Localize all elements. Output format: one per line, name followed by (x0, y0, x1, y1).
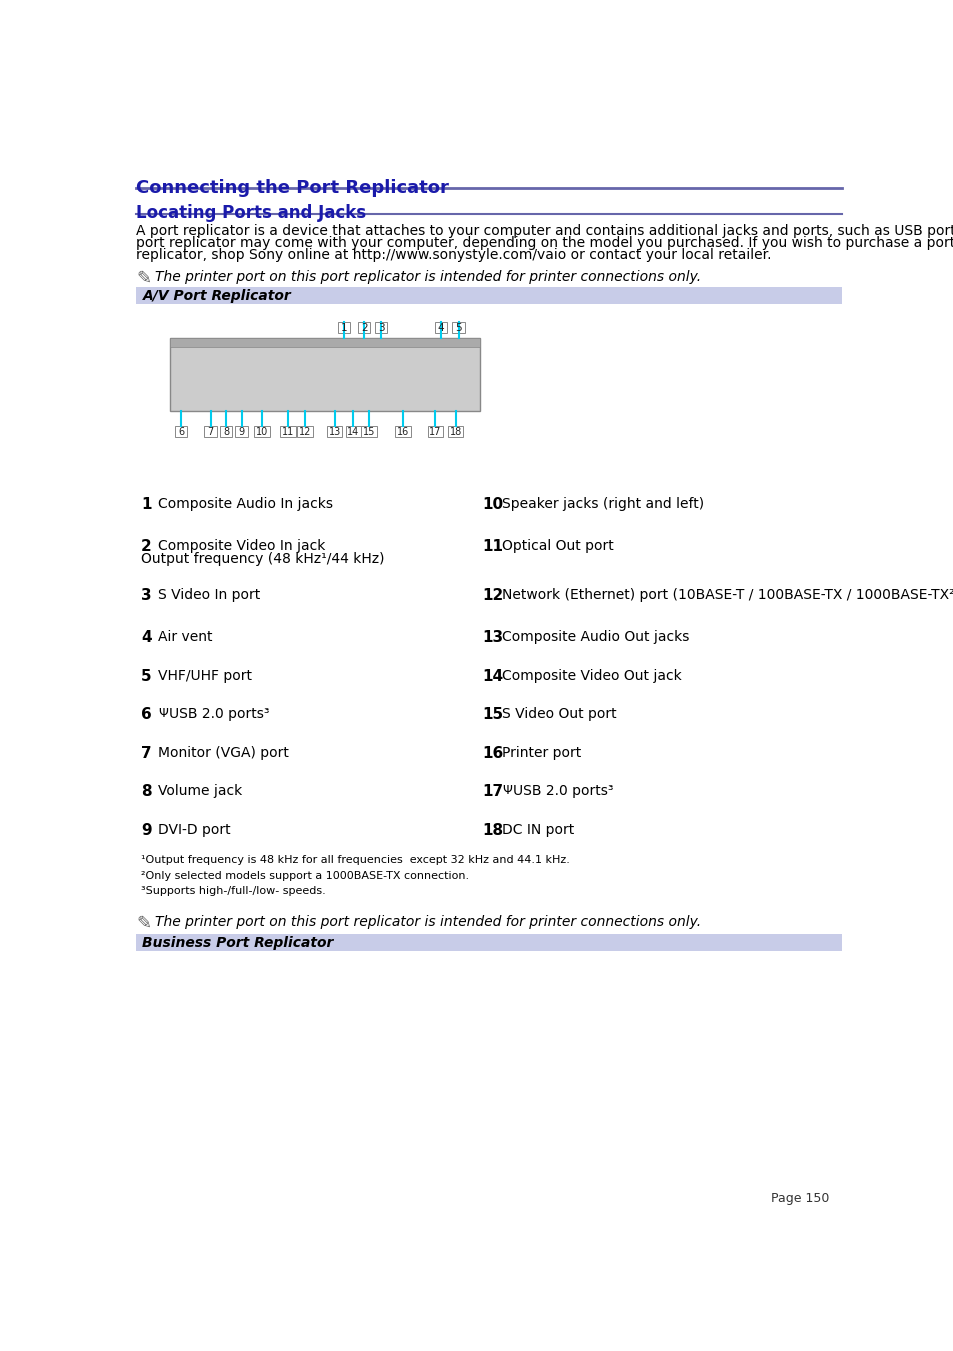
Text: Composite Audio Out jacks: Composite Audio Out jacks (501, 631, 689, 644)
Text: replicator, shop Sony online at http://www.sonystyle.com/vaio or contact your lo: replicator, shop Sony online at http://w… (136, 249, 771, 262)
Bar (235, 426, 248, 436)
Bar (357, 323, 370, 334)
Text: Network (Ethernet) port (10BASE-T / 100BASE-TX / 1000BASE-TX²): Network (Ethernet) port (10BASE-T / 100B… (501, 588, 953, 603)
Text: DVI-D port: DVI-D port (158, 823, 231, 836)
Text: Monitor (VGA) port: Monitor (VGA) port (158, 746, 289, 759)
Bar (170, 338, 479, 411)
Text: ²Only selected models support a 1000BASE-TX connection.: ²Only selected models support a 1000BASE… (141, 870, 469, 881)
Bar (435, 323, 447, 334)
Bar (253, 426, 270, 436)
Text: 12: 12 (481, 588, 502, 603)
Text: Output frequency (48 kHz¹/44 kHz): Output frequency (48 kHz¹/44 kHz) (141, 551, 384, 566)
Text: 7: 7 (208, 427, 213, 436)
Bar (136, 286, 841, 304)
Text: 13: 13 (481, 631, 502, 646)
Text: Composite Audio In jacks: Composite Audio In jacks (158, 497, 333, 511)
Text: Business Port Replicator: Business Port Replicator (142, 936, 334, 950)
Text: ✎: ✎ (136, 270, 152, 288)
Text: 1: 1 (340, 323, 347, 332)
Bar (174, 426, 187, 436)
Bar (345, 426, 360, 436)
Text: USB 2.0 ports³: USB 2.0 ports³ (513, 785, 613, 798)
Bar (297, 426, 313, 436)
Text: 3: 3 (377, 323, 384, 332)
Bar (220, 426, 233, 436)
Text: Page 150: Page 150 (770, 1193, 828, 1205)
Text: 17: 17 (429, 427, 441, 436)
Bar (447, 426, 463, 436)
Text: Printer port: Printer port (501, 746, 580, 759)
Text: 12: 12 (298, 427, 311, 436)
Text: ³Supports high-/full-/low- speeds.: ³Supports high-/full-/low- speeds. (141, 886, 325, 896)
Text: 5: 5 (455, 323, 461, 332)
Text: ¹Output frequency is 48 kHz for all frequencies  except 32 kHz and 44.1 kHz.: ¹Output frequency is 48 kHz for all freq… (141, 855, 569, 865)
Text: 10: 10 (481, 497, 502, 512)
Bar (204, 426, 216, 436)
Text: S Video In port: S Video In port (158, 588, 260, 603)
Text: Volume jack: Volume jack (158, 785, 242, 798)
Text: 8: 8 (141, 785, 152, 800)
Text: 15: 15 (362, 427, 375, 436)
Bar (360, 426, 376, 436)
Text: 9: 9 (238, 427, 245, 436)
Text: 16: 16 (481, 746, 502, 761)
Text: Composite Video In jack: Composite Video In jack (158, 539, 325, 554)
Text: 14: 14 (481, 669, 502, 684)
Text: 18: 18 (449, 427, 461, 436)
Bar (395, 426, 410, 436)
Text: VHF/UHF port: VHF/UHF port (158, 669, 252, 682)
Text: Connecting the Port Replicator: Connecting the Port Replicator (136, 180, 449, 197)
Text: 8: 8 (223, 427, 229, 436)
Text: S Video Out port: S Video Out port (501, 708, 616, 721)
Text: Air vent: Air vent (158, 631, 213, 644)
Text: 4: 4 (141, 631, 152, 646)
Text: 11: 11 (481, 539, 502, 554)
Text: 4: 4 (437, 323, 444, 332)
Bar (280, 426, 295, 436)
Bar (375, 323, 387, 334)
Text: 11: 11 (282, 427, 294, 436)
Text: The printer port on this port replicator is intended for printer connections onl: The printer port on this port replicator… (154, 270, 700, 284)
Text: 5: 5 (141, 669, 152, 684)
Text: 3: 3 (141, 588, 152, 603)
Text: Speaker jacks (right and left): Speaker jacks (right and left) (501, 497, 703, 511)
Bar (337, 323, 350, 334)
Text: port replicator may come with your computer, depending on the model you purchase: port replicator may come with your compu… (136, 236, 953, 250)
Text: DC IN port: DC IN port (501, 823, 574, 836)
Text: Composite Video Out jack: Composite Video Out jack (501, 669, 681, 682)
Text: 15: 15 (481, 708, 502, 723)
Text: 7: 7 (141, 746, 152, 761)
Text: 16: 16 (396, 427, 409, 436)
Text: Locating Ports and Jacks: Locating Ports and Jacks (136, 204, 366, 223)
Text: 9: 9 (141, 823, 152, 838)
Text: Optical Out port: Optical Out port (501, 539, 613, 554)
Text: 13: 13 (328, 427, 340, 436)
Text: 17: 17 (481, 785, 502, 800)
Bar (327, 426, 342, 436)
Text: 18: 18 (481, 823, 502, 838)
Text: USB 2.0 ports³: USB 2.0 ports³ (169, 708, 269, 721)
Text: 2: 2 (141, 539, 152, 554)
Text: 1: 1 (141, 497, 152, 512)
Text: Ψ: Ψ (158, 708, 168, 720)
Bar (170, 338, 479, 347)
Bar (136, 934, 841, 951)
Text: The printer port on this port replicator is intended for printer connections onl: The printer port on this port replicator… (154, 915, 700, 929)
Text: 6: 6 (178, 427, 184, 436)
Text: 2: 2 (360, 323, 367, 332)
Bar (452, 323, 464, 334)
Text: A/V Port Replicator: A/V Port Replicator (142, 289, 291, 303)
Text: 10: 10 (255, 427, 268, 436)
Bar (427, 426, 443, 436)
Text: ✎: ✎ (136, 915, 152, 934)
Text: 14: 14 (347, 427, 359, 436)
Text: A port replicator is a device that attaches to your computer and contains additi: A port replicator is a device that attac… (136, 224, 953, 238)
Text: 6: 6 (141, 708, 152, 723)
Text: Ψ: Ψ (501, 785, 512, 797)
